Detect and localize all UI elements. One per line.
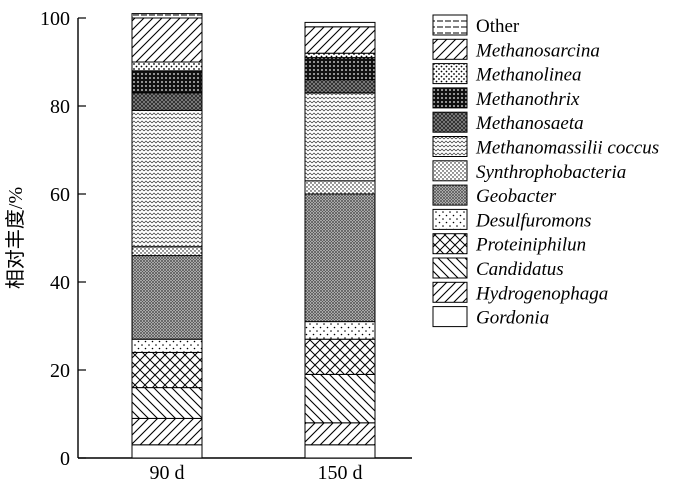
- bar-segment-hydrogenophaga: [304, 422, 376, 446]
- bar-segment-candidatus: [131, 387, 203, 419]
- legend-label-methanosarcina: Methanosarcina: [475, 40, 600, 61]
- legend-swatch-hydrogenophaga: [432, 281, 468, 303]
- legend-swatch-proteiniphilun: [432, 233, 468, 255]
- legend-label-synthrophobacteria: Synthrophobacteria: [476, 162, 626, 183]
- bar-segment-methanosarcina: [131, 17, 203, 63]
- legend-swatch-synthrophobacteria: [432, 160, 468, 182]
- y-axis-label: 相对丰度/%: [4, 187, 27, 289]
- bar-segment-proteiniphilun: [304, 338, 376, 375]
- legend-swatch-other: [432, 14, 468, 36]
- legend-swatch-methanosarcina: [432, 38, 468, 60]
- legend-label-proteiniphilun: Proteiniphilun: [475, 235, 586, 256]
- legend-label-hydrogenophaga: Hydrogenophaga: [475, 283, 608, 304]
- legend-label-methanothrix: Methanothrix: [475, 89, 580, 110]
- legend-label-methanolinea: Methanolinea: [475, 65, 582, 86]
- bar-segment-other: [131, 13, 203, 19]
- legend-swatch-methanomassilii-coccus: [432, 136, 468, 157]
- legend: Other Methanosarcina Methanolinea Methanoth…: [432, 14, 659, 329]
- legend-label-other: Other: [476, 16, 520, 37]
- bar-stack-150-d: [304, 21, 376, 459]
- legend-label-methanomassilii-coccus: Methanomassilii coccus: [475, 138, 659, 159]
- y-ticks: 0 20 40 60 80 100: [40, 8, 86, 470]
- bar-segment-proteiniphilun: [131, 351, 203, 389]
- bar-segment-synthrophobacteria: [304, 180, 376, 195]
- bar-segment-gordonia: [304, 444, 376, 459]
- legend-label-desulfuromons: Desulfuromons: [475, 210, 591, 231]
- legend-swatch-methanolinea: [432, 63, 468, 85]
- bar-segment-methanothrix: [131, 70, 203, 94]
- bar-segment-methanosaeta: [304, 79, 376, 94]
- legend-label-gordonia: Gordonia: [476, 308, 549, 329]
- bar-segment-gordonia: [131, 444, 203, 459]
- x-tick-labels: 90 d 150 d: [150, 462, 363, 484]
- bars: [131, 13, 376, 459]
- bar-segment-synthrophobacteria: [131, 246, 203, 257]
- legend-swatch-gordonia: [432, 306, 468, 328]
- y-tick-label: 100: [40, 8, 70, 30]
- y-tick-label: 60: [50, 184, 70, 206]
- bar-segment-hydrogenophaga: [131, 417, 203, 446]
- legend-swatch-methanosaeta: [432, 111, 468, 133]
- bar-segment-methanomassilii-coccus: [304, 92, 376, 182]
- y-tick-label: 0: [60, 448, 70, 470]
- bar-stack-90-d: [131, 13, 203, 459]
- bar-segment-methanomassilii-coccus: [131, 109, 203, 248]
- bar-segment-methanothrix: [304, 57, 376, 81]
- legend-swatch-geobacter: [432, 184, 468, 206]
- legend-label-geobacter: Geobacter: [476, 186, 557, 207]
- bar-segment-methanosarcina: [304, 26, 376, 54]
- bar-segment-geobacter: [304, 193, 376, 323]
- legend-swatch-methanothrix: [432, 87, 468, 109]
- x-tick-label: 90 d: [150, 462, 185, 481]
- y-tick-label: 20: [50, 360, 70, 382]
- x-tick-label: 150 d: [318, 462, 363, 481]
- bar-segment-other: [304, 21, 376, 28]
- bar-segment-candidatus: [304, 373, 376, 424]
- bar-segment-desulfuromons: [304, 321, 376, 340]
- legend-label-candidatus: Candidatus: [476, 259, 564, 280]
- bar-segment-geobacter: [131, 255, 203, 340]
- legend-label-methanosaeta: Methanosaeta: [475, 113, 584, 134]
- legend-swatch-candidatus: [432, 257, 468, 279]
- y-tick-label: 40: [50, 272, 70, 294]
- bar-segment-methanolinea: [304, 52, 376, 59]
- y-tick-label: 80: [50, 96, 70, 118]
- bar-segment-desulfuromons: [131, 338, 203, 353]
- legend-swatch-desulfuromons: [432, 208, 468, 230]
- bar-segment-methanosaeta: [131, 92, 203, 111]
- bar-segment-methanolinea: [131, 61, 203, 72]
